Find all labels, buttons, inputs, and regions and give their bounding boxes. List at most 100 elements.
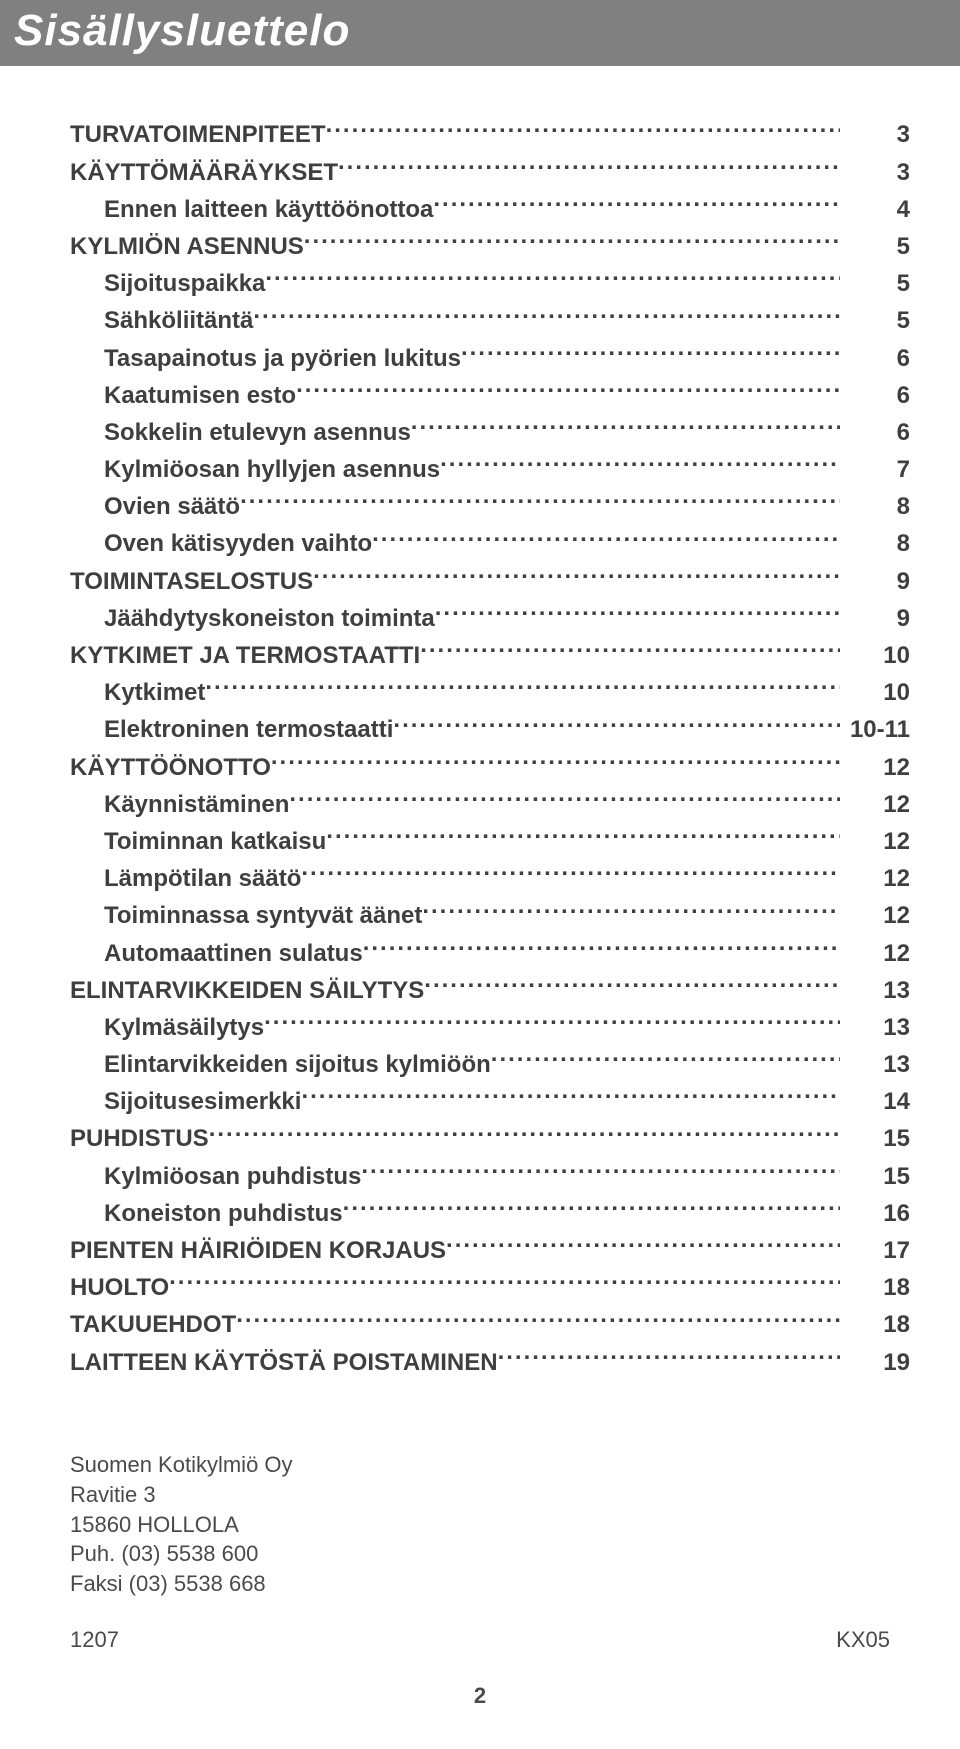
toc-leader (491, 1046, 840, 1072)
toc-row: Oven kätisyyden vaihto8 (70, 525, 910, 562)
toc-leader (326, 823, 840, 849)
toc-label: Kylmiöosan puhdistus (104, 1160, 361, 1195)
toc-row: Sokkelin etulevyn asennus 6 (70, 414, 910, 451)
toc-page: 18 (840, 1308, 910, 1343)
toc-label: KÄYTTÖMÄÄRÄYKSET (70, 156, 338, 191)
toc-row: KÄYTTÖÖNOTTO12 (70, 748, 910, 785)
toc-leader (264, 1009, 840, 1035)
toc-row: Kaatumisen esto6 (70, 376, 910, 413)
toc-page: 4 (840, 193, 910, 228)
toc-label: Sokkelin etulevyn asennus (104, 416, 411, 451)
toc-row: Kytkimet10 (70, 674, 910, 711)
page-title: Sisällysluettelo (14, 6, 946, 56)
toc-page: 5 (840, 230, 910, 265)
toc-page: 8 (840, 527, 910, 562)
table-of-contents: TURVATOIMENPITEET3KÄYTTÖMÄÄRÄYKSET3Ennen… (30, 116, 930, 1380)
toc-label: Automaattinen sulatus (104, 937, 363, 972)
toc-leader (169, 1269, 840, 1295)
toc-page: 9 (840, 565, 910, 600)
toc-leader (363, 934, 840, 960)
toc-label: Tasapainotus ja pyörien lukitus (104, 342, 461, 377)
toc-page: 12 (840, 899, 910, 934)
toc-label: Koneiston puhdistus (104, 1197, 343, 1232)
toc-page: 5 (840, 267, 910, 302)
toc-row: Tasapainotus ja pyörien lukitus 6 (70, 339, 910, 376)
toc-row: Sijoituspaikka 5 (70, 265, 910, 302)
toc-row: Kylmäsäilytys13 (70, 1009, 910, 1046)
toc-label: TAKUUEHDOT (70, 1308, 236, 1343)
toc-leader (420, 637, 840, 663)
toc-row: Käynnistäminen12 (70, 785, 910, 822)
toc-page: 12 (840, 937, 910, 972)
toc-leader (313, 562, 840, 588)
toc-page: 6 (840, 416, 910, 451)
toc-label: Lämpötilan säätö (104, 862, 301, 897)
toc-label: Kylmiöosan hyllyjen asennus (104, 453, 440, 488)
toc-page: 10 (840, 676, 910, 711)
toc-page: 8 (840, 490, 910, 525)
company-name: Suomen Kotikylmiö Oy (70, 1450, 930, 1480)
toc-row: Kylmiöosan puhdistus15 (70, 1157, 910, 1194)
toc-label: Ovien säätö (104, 490, 240, 525)
toc-label: TURVATOIMENPITEET (70, 118, 326, 153)
toc-page: 6 (840, 342, 910, 377)
toc-leader (372, 525, 840, 551)
toc-row: KYLMIÖN ASENNUS 5 (70, 228, 910, 265)
title-band: Sisällysluettelo (0, 0, 960, 66)
toc-page: 7 (840, 453, 910, 488)
toc-leader (433, 190, 840, 216)
toc-label: LAITTEEN KÄYTÖSTÄ POISTAMINEN (70, 1346, 498, 1381)
toc-label: Elektroninen termostaatti (104, 713, 393, 748)
toc-label: KYLMIÖN ASENNUS (70, 230, 304, 265)
toc-leader (265, 265, 840, 291)
toc-row: Jäähdytyskoneiston toiminta9 (70, 599, 910, 636)
toc-label: PIENTEN HÄIRIÖIDEN KORJAUS (70, 1234, 446, 1269)
toc-row: PUHDISTUS 15 (70, 1120, 910, 1157)
toc-label: HUOLTO (70, 1271, 169, 1306)
toc-leader (301, 1083, 840, 1109)
toc-label: KYTKIMET JA TERMOSTAATTI (70, 639, 420, 674)
toc-leader (422, 897, 840, 923)
toc-leader (446, 1232, 840, 1258)
toc-page: 16 (840, 1197, 910, 1232)
toc-leader (361, 1157, 840, 1183)
toc-row: KÄYTTÖMÄÄRÄYKSET 3 (70, 153, 910, 190)
toc-page: 9 (840, 602, 910, 637)
toc-page: 10-11 (840, 713, 910, 748)
doc-code-right: KX05 (836, 1627, 890, 1653)
toc-row: Sähköliitäntä5 (70, 302, 910, 339)
toc-leader (411, 414, 840, 440)
toc-page: 5 (840, 304, 910, 339)
toc-label: PUHDISTUS (70, 1122, 209, 1157)
toc-leader (253, 302, 840, 328)
toc-leader (296, 376, 840, 402)
toc-row: Lämpötilan säätö12 (70, 860, 910, 897)
page: Sisällysluettelo TURVATOIMENPITEET3KÄYTT… (0, 0, 960, 1749)
toc-page: 13 (840, 1048, 910, 1083)
bottom-row: 1207 KX05 (30, 1627, 930, 1653)
toc-label: Ennen laitteen käyttöönottoa (104, 193, 433, 228)
toc-label: Elintarvikkeiden sijoitus kylmiöön (104, 1048, 491, 1083)
toc-page: 12 (840, 751, 910, 786)
toc-page: 3 (840, 118, 910, 153)
toc-row: Kylmiöosan hyllyjen asennus 7 (70, 451, 910, 488)
toc-leader (424, 971, 840, 997)
toc-row: Ennen laitteen käyttöönottoa 4 (70, 190, 910, 227)
toc-row: Sijoitusesimerkki14 (70, 1083, 910, 1120)
toc-page: 15 (840, 1122, 910, 1157)
toc-label: TOIMINTASELOSTUS (70, 565, 313, 600)
toc-page: 10 (840, 639, 910, 674)
toc-page: 18 (840, 1271, 910, 1306)
toc-row: Ovien säätö 8 (70, 488, 910, 525)
toc-label: ELINTARVIKKEIDEN SÄILYTYS (70, 974, 424, 1009)
toc-row: KYTKIMET JA TERMOSTAATTI 10 (70, 637, 910, 674)
toc-row: Toiminnassa syntyvät äänet12 (70, 897, 910, 934)
toc-row: TOIMINTASELOSTUS 9 (70, 562, 910, 599)
toc-row: Toiminnan katkaisu 12 (70, 823, 910, 860)
toc-label: Sijoituspaikka (104, 267, 265, 302)
toc-page: 12 (840, 825, 910, 860)
toc-label: Toiminnan katkaisu (104, 825, 326, 860)
toc-page: 13 (840, 974, 910, 1009)
toc-page: 3 (840, 156, 910, 191)
toc-row: Elintarvikkeiden sijoitus kylmiöön 13 (70, 1046, 910, 1083)
